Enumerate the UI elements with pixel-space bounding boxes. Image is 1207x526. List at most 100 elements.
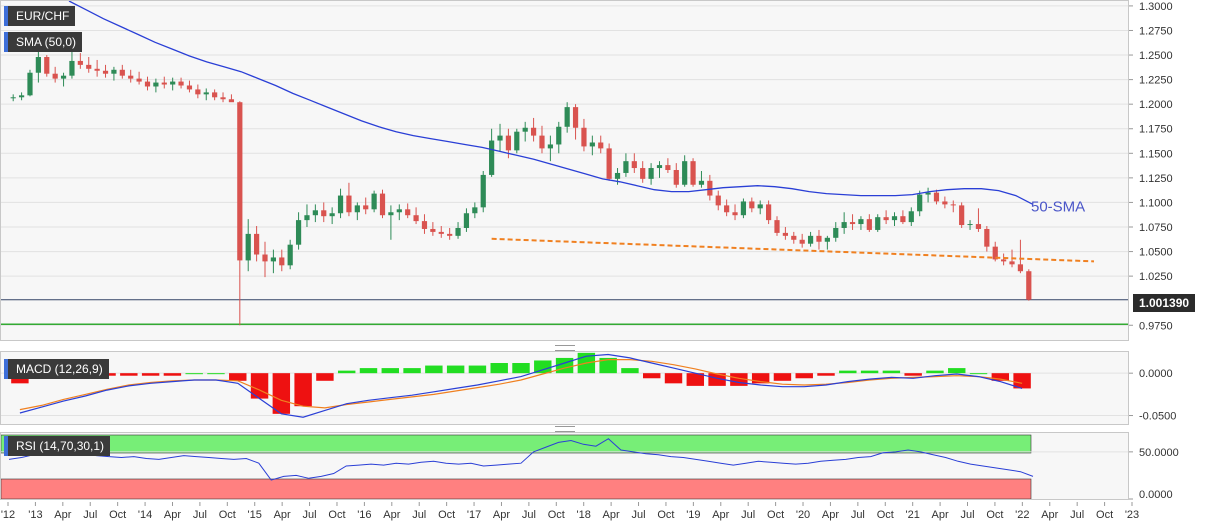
time-tick-label: Oct xyxy=(877,509,894,521)
macd-histogram-bar xyxy=(337,370,356,374)
price-tick-label: 1.1000 xyxy=(1139,197,1173,209)
time-tick-label: '23 xyxy=(1125,509,1139,521)
last-price-tag: 1.001390 xyxy=(1133,294,1196,312)
macd-histogram-bar xyxy=(316,373,334,381)
pane-resize-handle-rsi[interactable] xyxy=(555,426,575,432)
macd-indicator-label[interactable]: MACD (12,26,9) xyxy=(4,359,109,379)
candle-up xyxy=(807,235,814,244)
candle-up xyxy=(556,126,562,145)
time-tick-label: Jul xyxy=(83,509,97,521)
rsi-axis[interactable]: 50.0000 0.0000 xyxy=(1129,432,1207,501)
time-tick-label: '16 xyxy=(357,509,371,521)
candle-up xyxy=(614,172,621,179)
candle-down xyxy=(77,60,83,65)
macd-histogram-bar xyxy=(534,360,552,374)
candle-up xyxy=(27,72,33,96)
candle-up xyxy=(69,60,75,76)
time-tick-label: Oct xyxy=(1096,509,1113,521)
time-tick-label: '21 xyxy=(906,509,920,521)
candle-down xyxy=(379,193,386,216)
candle-up xyxy=(648,168,654,179)
macd-pane[interactable] xyxy=(0,351,1129,425)
rsi-svg xyxy=(0,434,1128,500)
macd-histogram-bar xyxy=(664,373,683,384)
candle-up xyxy=(329,213,335,217)
rsi-pane[interactable] xyxy=(0,432,1129,500)
candle-down xyxy=(421,221,428,229)
candle-up xyxy=(287,244,293,266)
candle-down xyxy=(715,195,721,206)
candle-down xyxy=(707,180,713,196)
candle-down xyxy=(933,192,940,202)
candle-up xyxy=(463,213,470,228)
candle-down xyxy=(782,232,788,236)
candle-down xyxy=(530,127,537,136)
time-tick-label: Oct xyxy=(328,509,345,521)
candle-down xyxy=(44,57,50,74)
time-tick-label: Jul xyxy=(303,509,317,521)
price-chart-pane[interactable]: 50-SMA xyxy=(0,0,1129,341)
candle-up xyxy=(170,81,176,85)
macd-tick-label: 0.0000 xyxy=(1139,368,1173,380)
pane-resize-handle-macd[interactable] xyxy=(555,345,575,351)
candle-down xyxy=(598,142,604,149)
macd-histogram-bar xyxy=(272,373,291,414)
candle-up xyxy=(656,165,663,169)
candle-down xyxy=(665,165,671,171)
candle-down xyxy=(262,254,268,262)
macd-histogram-bar xyxy=(490,363,508,374)
candle-up xyxy=(875,217,881,230)
time-tick-label: Apr xyxy=(603,509,620,521)
time-tick-label: Oct xyxy=(986,509,1003,521)
time-tick-label: '14 xyxy=(138,509,152,521)
macd-histogram-bar xyxy=(773,373,792,381)
candle-down xyxy=(438,231,444,234)
rsi-tick-label: 50.0000 xyxy=(1139,447,1179,459)
candle-down xyxy=(94,68,100,71)
macd-histogram-bar xyxy=(839,370,857,374)
macd-histogram-bar xyxy=(512,363,530,374)
time-tick-label: Oct xyxy=(438,509,455,521)
sma-indicator-label[interactable]: SMA (50,0) xyxy=(4,32,83,52)
macd-histogram-bar xyxy=(643,373,661,379)
candle-up xyxy=(489,140,495,175)
candle-down xyxy=(505,135,512,151)
price-axis[interactable]: 1.3000 1.2750 1.2500 1.2250 1.2000 1.1750 1.15… xyxy=(1129,0,1207,341)
time-tick-label: '20 xyxy=(796,509,810,521)
candle-up xyxy=(757,204,763,209)
price-tick-label: 1.3000 xyxy=(1139,1,1173,13)
time-tick-label: Apr xyxy=(1041,509,1058,521)
time-tick-label: '18 xyxy=(577,509,591,521)
time-axis: '12 '13 Apr Jul Oct '14 Apr Jul Oct '15 Apr Jul Oct '… xyxy=(1,502,1139,521)
candle-down xyxy=(447,233,453,236)
time-tick-label: Apr xyxy=(712,509,729,521)
candle-down xyxy=(992,246,998,260)
macd-histogram-bar xyxy=(599,357,617,374)
candle-down xyxy=(799,239,805,244)
time-tick-label: '12 xyxy=(1,509,15,521)
time-tick-label: Apr xyxy=(822,509,839,521)
candle-down xyxy=(631,161,637,169)
rsi-indicator-label[interactable]: RSI (14,70,30,1) xyxy=(4,436,111,456)
rsi-oversold-zone xyxy=(0,478,1032,500)
candle-down xyxy=(237,102,243,261)
macd-histogram-bar xyxy=(904,373,922,376)
macd-histogram-bar xyxy=(141,373,160,376)
candle-down xyxy=(228,99,235,103)
macd-histogram-bar xyxy=(381,368,399,374)
price-tick-label: 1.2250 xyxy=(1139,75,1173,87)
candle-up xyxy=(564,107,570,127)
macd-axis[interactable]: 0.0000 -0.0500 xyxy=(1129,351,1207,425)
macd-histogram-bar xyxy=(207,373,225,375)
time-tick-label: Apr xyxy=(383,509,400,521)
time-tick-label: Oct xyxy=(767,509,784,521)
macd-histogram-bar xyxy=(425,365,443,374)
time-tick-label: Jul xyxy=(1070,509,1084,521)
time-tick-label: Apr xyxy=(164,509,181,521)
candle-down xyxy=(405,209,411,216)
macd-histogram-bar xyxy=(621,368,639,374)
macd-histogram-bar xyxy=(882,370,901,374)
time-tick-label: '17 xyxy=(467,509,481,521)
symbol-label[interactable]: EUR/CHF xyxy=(4,6,76,26)
candle-up xyxy=(833,227,839,238)
